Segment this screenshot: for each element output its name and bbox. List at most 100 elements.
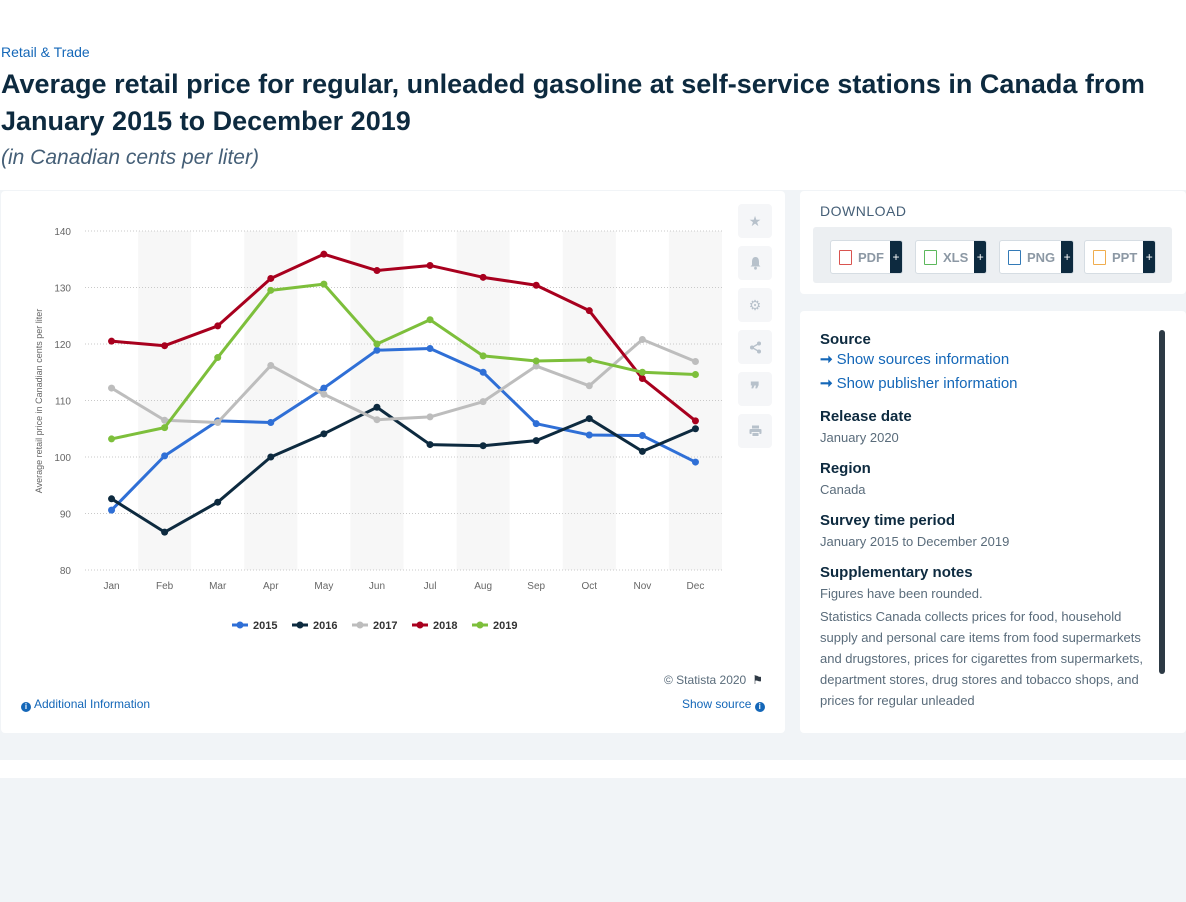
supplementary-notes-line-1: Figures have been rounded.: [820, 586, 983, 601]
x-tick-label: Mar: [209, 581, 227, 592]
data-point-2016: [479, 442, 487, 450]
chart-toolbar: ★ ⚙ ❞: [738, 204, 774, 456]
survey-period-value: January 2015 to December 2019: [820, 534, 1010, 549]
plus-icon: +: [890, 241, 902, 273]
data-point-2016: [320, 430, 328, 438]
x-tick-label: Jan: [103, 581, 119, 592]
data-point-2017: [426, 413, 434, 421]
data-point-2016: [373, 403, 381, 411]
legend-label-2018: 2018: [433, 620, 457, 632]
data-point-2016: [691, 425, 699, 433]
region-value: Canada: [820, 482, 866, 497]
category-link[interactable]: Retail & Trade: [1, 44, 90, 60]
data-point-2017: [320, 390, 328, 398]
show-source-link[interactable]: Show source i: [682, 697, 768, 712]
legend-marker-2018: [416, 621, 424, 629]
series-line-2015: [110, 347, 697, 512]
pdf-file-icon: [839, 249, 852, 265]
details-scrollbar[interactable]: [1159, 330, 1165, 674]
favorite-button[interactable]: ★: [738, 204, 772, 238]
download-png-label: PNG: [1027, 249, 1056, 265]
data-point-2016: [532, 437, 540, 445]
chart-credit: © Statista 2020 ⚑: [664, 673, 763, 687]
legend-label-2019: 2019: [493, 620, 517, 632]
legend-label-2016: 2016: [313, 620, 337, 632]
data-point-2019: [585, 356, 593, 364]
data-point-2019: [532, 357, 540, 365]
legend-marker-2017: [356, 621, 364, 629]
data-point-2018: [108, 337, 116, 345]
cite-button[interactable]: ❞: [738, 372, 772, 406]
show-sources-link[interactable]: ➞ Show sources information: [820, 348, 1150, 372]
chart-card: 80 90 100 110 120 130 140 Jan Feb Mar Apr May Jun Jul…: [1, 191, 785, 733]
download-png-button[interactable]: PNG +: [999, 240, 1075, 274]
data-point-2019: [108, 435, 116, 443]
flag-icon[interactable]: ⚑: [752, 673, 763, 687]
show-publisher-link[interactable]: ➞ Show publisher information: [820, 372, 1150, 396]
data-point-2017: [373, 416, 381, 424]
data-point-2019: [267, 286, 275, 294]
data-point-2019: [373, 340, 381, 348]
statistic-header: Retail & Trade Average retail price for …: [0, 40, 1186, 190]
page-footer-background: [0, 760, 1186, 902]
data-point-2017: [161, 416, 169, 424]
data-point-2015: [320, 384, 328, 392]
notification-button[interactable]: [738, 246, 772, 280]
data-point-2015: [267, 419, 275, 427]
credit-text: © Statista 2020: [664, 673, 747, 687]
x-tick-label: Dec: [687, 581, 705, 592]
download-pdf-label: PDF: [858, 249, 884, 265]
settings-button[interactable]: ⚙: [738, 288, 772, 322]
download-pdf-button[interactable]: PDF +: [830, 240, 903, 274]
release-date-heading: Release date: [820, 408, 912, 425]
data-point-2018: [638, 374, 646, 382]
data-point-2019: [320, 280, 328, 288]
statistic-details-card: Source ➞ Show sources information ➞ Show p…: [800, 311, 1186, 733]
x-tick-label: Oct: [582, 581, 598, 592]
x-tick-label: Jun: [369, 581, 385, 592]
legend-marker-2019: [476, 621, 484, 629]
share-icon: [749, 341, 761, 353]
page-footer-strip: [0, 760, 1186, 778]
x-tick-label: May: [314, 581, 333, 592]
show-source-label: Show source: [682, 697, 752, 711]
x-tick-label: Apr: [263, 581, 279, 592]
download-card: DOWNLOAD PDF + XLS + PNG + PPT +: [800, 191, 1186, 294]
print-button[interactable]: [738, 414, 772, 448]
plus-icon: +: [1061, 241, 1074, 273]
y-tick-label: 110: [55, 397, 71, 408]
download-xls-button[interactable]: XLS +: [915, 240, 988, 274]
data-point-2017: [267, 361, 275, 369]
line-chart: 80 90 100 110 120 130 140 Jan Feb Mar Apr May Jun Jul…: [34, 227, 722, 632]
x-tick-label: Aug: [474, 581, 492, 592]
data-point-2018: [214, 322, 222, 330]
y-tick-label: 100: [54, 453, 71, 464]
data-point-2017: [214, 419, 222, 427]
xls-file-icon: [924, 249, 937, 265]
data-point-2017: [532, 362, 540, 370]
y-axis-label: Average retail price in Canadian cents p…: [34, 309, 44, 493]
data-point-2018: [426, 261, 434, 269]
data-point-2016: [585, 415, 593, 423]
data-point-2019: [214, 354, 222, 362]
star-icon: ★: [748, 212, 762, 229]
column-band: [138, 231, 192, 570]
data-point-2018: [479, 273, 487, 281]
data-point-2018: [267, 274, 275, 282]
data-point-2018: [691, 417, 699, 425]
data-point-2017: [638, 335, 646, 343]
data-point-2015: [585, 431, 593, 439]
data-point-2016: [214, 498, 222, 506]
additional-information-link[interactable]: i Additional Information: [21, 697, 150, 712]
data-point-2015: [691, 458, 699, 466]
share-button[interactable]: [738, 330, 772, 364]
page-title: Average retail price for regular, unlead…: [1, 69, 1145, 136]
data-point-2016: [426, 441, 434, 449]
column-band: [668, 231, 722, 570]
download-ppt-button[interactable]: PPT +: [1084, 240, 1157, 274]
data-point-2017: [585, 382, 593, 390]
supplementary-notes-line-2: Statistics Canada collects prices for fo…: [820, 609, 1143, 708]
data-point-2018: [373, 267, 381, 275]
download-ppt-label: PPT: [1112, 249, 1138, 265]
data-point-2019: [426, 316, 434, 324]
